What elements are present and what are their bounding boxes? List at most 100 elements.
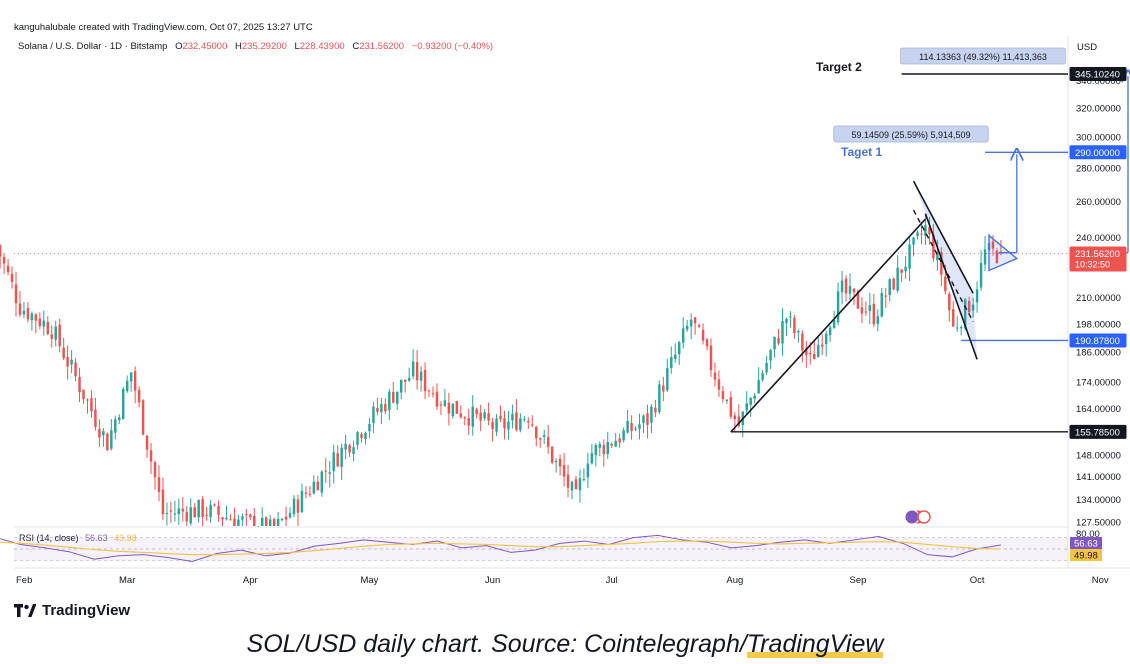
- flag-upper-line[interactable]: [912, 180, 974, 294]
- candle: [864, 301, 868, 316]
- candle: [201, 495, 204, 526]
- candle: [642, 414, 645, 434]
- candle: [253, 508, 256, 526]
- rsi-title: RSI (14, close) 56.63 49.98: [19, 533, 137, 543]
- candle: [666, 358, 669, 393]
- candle: [677, 340, 681, 365]
- candle: [622, 427, 625, 443]
- candle: [316, 475, 320, 491]
- candle: [352, 440, 355, 462]
- measure-box-target2[interactable]: 114.13363 (49.32%) 11,413,363: [900, 47, 1066, 65]
- candle: [280, 517, 284, 522]
- candle: [570, 480, 574, 500]
- candle: [503, 410, 506, 440]
- candle: [241, 513, 244, 526]
- candle: [638, 413, 641, 440]
- ohlc-row: Solana / U.S. Dollar · 1D · Bitstamp O23…: [18, 41, 493, 52]
- candle: [912, 237, 915, 257]
- candle: [141, 399, 145, 436]
- price-tick-label: 148.00000: [1076, 450, 1121, 461]
- candle: [22, 301, 26, 319]
- price-tick-label: 340.00000: [1076, 76, 1121, 87]
- candle: [749, 396, 752, 417]
- candle: [674, 343, 677, 363]
- candle: [272, 517, 276, 526]
- svg-text:345.10240: 345.10240: [1075, 70, 1120, 81]
- candle: [952, 301, 955, 328]
- candle: [840, 270, 844, 305]
- candle: [531, 415, 534, 428]
- svg-text:155.78500: 155.78500: [1075, 427, 1120, 438]
- candle: [459, 405, 463, 419]
- candle: [70, 349, 73, 374]
- candle: [681, 317, 685, 349]
- candle: [221, 516, 224, 526]
- candle: [527, 417, 530, 429]
- candle: [435, 383, 439, 411]
- candle: [396, 391, 399, 410]
- flag-dashed-line[interactable]: [912, 209, 974, 323]
- candle: [392, 381, 395, 404]
- candle: [268, 514, 272, 526]
- candle: [733, 411, 737, 433]
- candle: [983, 236, 987, 271]
- candle: [94, 397, 97, 431]
- rsi-value-label: 49.98: [1070, 549, 1102, 562]
- candle: [765, 355, 768, 375]
- candle: [745, 391, 748, 416]
- candle: [769, 348, 772, 370]
- price-tick-label: 240.00000: [1076, 233, 1121, 244]
- candle: [304, 486, 308, 499]
- change-value: −0.93200 (−0.40%): [412, 41, 493, 52]
- candle: [908, 238, 911, 282]
- candle: [161, 477, 165, 520]
- candle: [884, 287, 887, 308]
- candle: [463, 416, 467, 426]
- flagpole-line[interactable]: [730, 218, 927, 433]
- candle: [558, 454, 562, 476]
- candle: [888, 278, 891, 302]
- svg-text:56.63: 56.63: [1074, 539, 1098, 550]
- candle: [58, 318, 61, 353]
- time-tick-label: Oct: [970, 575, 985, 586]
- price-tick-label: 134.00000: [1076, 495, 1121, 506]
- candle: [177, 498, 181, 525]
- candle: [237, 514, 240, 526]
- candle: [904, 255, 907, 279]
- candle: [165, 502, 169, 526]
- flag-lower-line[interactable]: [924, 213, 978, 360]
- candle: [50, 325, 53, 348]
- news-flag-icon[interactable]: [904, 509, 931, 525]
- candle: [793, 314, 796, 339]
- candle: [535, 425, 538, 447]
- candle: [110, 419, 113, 451]
- candle: [602, 439, 606, 467]
- candle: [332, 444, 335, 484]
- candle: [538, 437, 542, 448]
- candle: [364, 431, 367, 445]
- caption-source-link[interactable]: TradingView: [746, 630, 884, 658]
- candle: [896, 255, 899, 293]
- candle: [439, 401, 443, 416]
- candle: [193, 502, 196, 518]
- candle: [562, 452, 566, 487]
- candle: [6, 258, 10, 276]
- candle: [419, 366, 423, 392]
- candle: [614, 432, 617, 447]
- candle: [368, 417, 371, 439]
- candle: [245, 508, 248, 526]
- candle: [284, 506, 288, 526]
- price-axis: 340.00000 320.00000 300.00000 280.00000 260.…: [1069, 67, 1127, 529]
- candle: [145, 435, 149, 458]
- price-tick-label: 127.50000: [1076, 518, 1121, 529]
- target1-label: Taget 1: [841, 145, 882, 159]
- measure-box-target1[interactable]: 59.14509 (25.59%) 5,914,509: [833, 125, 989, 143]
- candle: [455, 400, 459, 415]
- candle: [10, 266, 14, 289]
- candle: [820, 334, 824, 356]
- candle: [82, 389, 85, 405]
- candle: [880, 288, 884, 318]
- candle: [121, 386, 125, 420]
- candle: [411, 349, 415, 380]
- candle: [789, 311, 792, 328]
